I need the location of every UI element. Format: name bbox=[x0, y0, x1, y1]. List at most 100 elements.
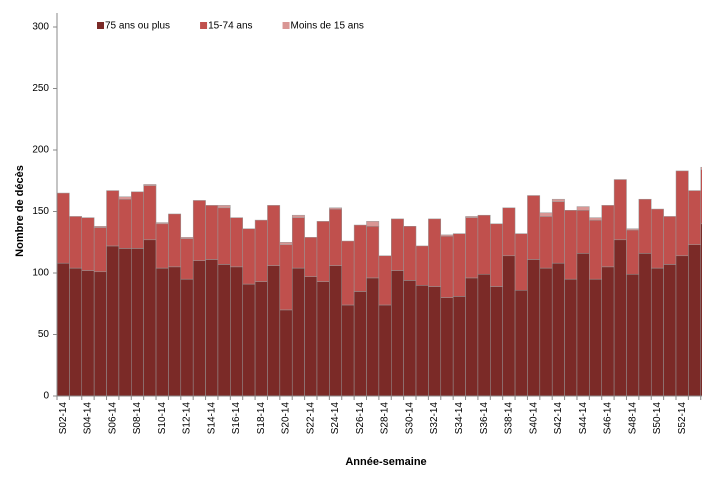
bar-segment bbox=[291, 217, 305, 269]
bar-segment bbox=[539, 216, 553, 269]
bar-segment bbox=[143, 184, 157, 186]
x-tick-label: S14-14 bbox=[206, 402, 217, 435]
bar-segment bbox=[155, 222, 169, 225]
x-tick-label: S10-14 bbox=[157, 402, 168, 435]
bar-segment bbox=[551, 262, 565, 397]
bar-segment bbox=[663, 216, 677, 265]
bar-segment bbox=[452, 233, 466, 297]
bar-segment bbox=[316, 221, 330, 282]
bar-segment bbox=[366, 226, 380, 279]
bar-segment bbox=[304, 276, 318, 397]
bar-segment bbox=[650, 267, 664, 397]
bar-segment bbox=[291, 214, 305, 218]
bar-segment bbox=[415, 245, 429, 286]
bar-segment bbox=[341, 240, 355, 306]
x-tick-label: S36-14 bbox=[479, 402, 490, 435]
bar-segment bbox=[700, 166, 702, 170]
bar-segment bbox=[168, 266, 182, 397]
bar-segment bbox=[69, 216, 83, 269]
x-tick-label: S06-14 bbox=[107, 402, 118, 435]
x-tick-label: S30-14 bbox=[404, 402, 415, 435]
bar-segment bbox=[254, 281, 268, 397]
x-tick-label: S20-14 bbox=[281, 402, 292, 435]
bar-segment bbox=[118, 198, 132, 249]
bar-segment bbox=[440, 235, 454, 298]
bar-segment bbox=[626, 228, 640, 231]
bar-segment bbox=[527, 259, 541, 397]
bar-segment bbox=[502, 207, 516, 257]
bar-segment bbox=[69, 267, 83, 397]
x-tick-label: S26-14 bbox=[355, 402, 366, 435]
plot-area bbox=[56, 166, 702, 397]
bar-segment bbox=[106, 245, 120, 397]
bar-segment bbox=[576, 210, 590, 254]
x-tick-label: S24-14 bbox=[330, 402, 341, 435]
bar-segment bbox=[551, 198, 565, 202]
bar-segment bbox=[551, 201, 565, 264]
bar-segment bbox=[477, 214, 491, 275]
bar-segment bbox=[329, 208, 342, 266]
bar-segment bbox=[329, 207, 342, 210]
bar-segment bbox=[180, 278, 194, 397]
bar-segment bbox=[688, 244, 702, 397]
y-tick-label: 200 bbox=[32, 145, 49, 156]
x-tick-label: S22-14 bbox=[305, 402, 316, 435]
bar-segment bbox=[452, 296, 466, 397]
bar-segment bbox=[366, 221, 380, 227]
y-tick-label: 100 bbox=[32, 268, 49, 279]
x-tick-label: S40-14 bbox=[528, 402, 539, 435]
bar-segment bbox=[93, 226, 107, 228]
bar-segment bbox=[490, 286, 503, 397]
x-tick-label: S08-14 bbox=[132, 402, 143, 435]
bar-segment bbox=[589, 217, 602, 221]
bar-segment bbox=[81, 270, 95, 397]
y-tick-label: 50 bbox=[38, 329, 50, 340]
bar-segment bbox=[168, 213, 182, 268]
bar-segment bbox=[143, 185, 157, 241]
bar-segment bbox=[93, 271, 107, 397]
bar-segment bbox=[465, 216, 479, 218]
bar-segment bbox=[217, 207, 231, 265]
legend-swatch bbox=[97, 22, 104, 29]
x-tick-label: S32-14 bbox=[429, 402, 440, 435]
bar-segment bbox=[192, 200, 206, 261]
bar-segment bbox=[192, 260, 206, 397]
legend-label: 75 ans ou plus bbox=[105, 21, 170, 32]
bar-segment bbox=[353, 291, 367, 397]
bar-segment bbox=[155, 223, 169, 269]
bar-segment bbox=[205, 205, 219, 260]
bar-segment bbox=[242, 228, 256, 285]
bar-segment bbox=[589, 278, 602, 397]
bar-segment bbox=[56, 262, 70, 397]
bar-segment bbox=[391, 270, 404, 397]
bar-segment bbox=[539, 267, 553, 397]
bar-segment bbox=[180, 237, 194, 239]
x-tick-label: S38-14 bbox=[504, 402, 515, 435]
x-tick-label: S44-14 bbox=[578, 402, 589, 435]
bar-segment bbox=[589, 219, 602, 280]
x-tick-label: S52-14 bbox=[677, 402, 688, 435]
bar-segment bbox=[576, 253, 590, 397]
bar-segment bbox=[514, 289, 528, 397]
bar-segment bbox=[106, 190, 120, 247]
bar-segment bbox=[155, 267, 169, 397]
bar-segment bbox=[230, 266, 243, 397]
x-tick-label: S02-14 bbox=[58, 402, 69, 435]
bar-segment bbox=[502, 255, 516, 397]
x-tick-label: S46-14 bbox=[603, 402, 614, 435]
bar-segment bbox=[254, 219, 268, 282]
bar-segment bbox=[391, 218, 404, 271]
bar-segment bbox=[353, 224, 367, 292]
bar-segment bbox=[403, 226, 417, 281]
bar-segment bbox=[93, 227, 107, 273]
bar-segment bbox=[217, 264, 231, 397]
bar-segment bbox=[428, 218, 442, 287]
bar-segment bbox=[601, 205, 615, 268]
legend-swatch bbox=[282, 22, 290, 29]
x-axis-label: Année-semaine bbox=[345, 456, 426, 468]
bar-segment bbox=[638, 253, 652, 397]
bar-segment bbox=[440, 234, 454, 237]
bar-segment bbox=[180, 238, 194, 280]
bar-segment bbox=[291, 267, 305, 397]
